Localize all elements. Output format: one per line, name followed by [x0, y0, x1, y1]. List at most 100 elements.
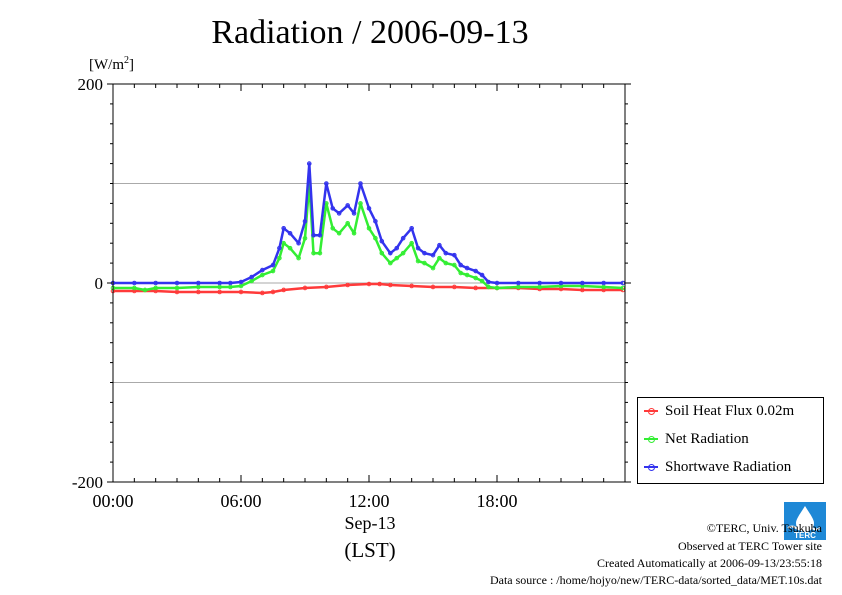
legend-item-shortwave-radiation: Shortwave Radiation [644, 457, 791, 477]
data-point [277, 255, 282, 261]
data-point [153, 280, 158, 286]
footer-created: Created Automatically at 2006-09-13/23:5… [597, 556, 822, 570]
data-point [153, 285, 158, 291]
data-point [302, 235, 308, 241]
data-point [415, 245, 421, 251]
data-point [132, 280, 137, 286]
data-point [516, 280, 521, 286]
data-point [260, 267, 265, 273]
legend-swatch-soil-heat-flux [644, 408, 658, 415]
data-point [494, 285, 500, 291]
legend-item-net-radiation: Net Radiation [644, 429, 749, 449]
data-point [473, 268, 478, 274]
data-point [443, 260, 449, 266]
data-point [366, 206, 372, 211]
data-point [302, 285, 308, 291]
data-point [558, 280, 564, 286]
x-tick-label: 12:00 [348, 491, 389, 511]
legend-label-shortwave-radiation: Shortwave Radiation [665, 458, 792, 475]
data-point [345, 203, 350, 208]
data-point [217, 289, 222, 295]
data-point [345, 221, 350, 226]
data-point [430, 284, 436, 290]
legend-swatch-net-radiation [644, 436, 658, 443]
data-point [400, 250, 406, 256]
data-point [458, 270, 464, 276]
data-point [302, 219, 308, 224]
data-point [479, 278, 485, 284]
data-point [394, 245, 400, 251]
data-point [324, 181, 329, 186]
data-point [330, 225, 336, 231]
data-point [281, 240, 286, 246]
data-point [281, 287, 286, 293]
x-tick-label: 18:00 [476, 491, 517, 511]
data-point [281, 225, 286, 231]
data-point [388, 250, 393, 256]
unit-superscript: 2 [124, 55, 129, 66]
data-point [306, 161, 312, 166]
data-point [464, 272, 470, 278]
data-point [422, 260, 427, 266]
data-point [317, 250, 323, 256]
data-point [388, 282, 393, 288]
data-point [379, 250, 385, 256]
data-point [464, 265, 470, 271]
data-point [366, 281, 372, 287]
logo-text: TERC [794, 531, 816, 540]
data-point [228, 280, 233, 286]
data-point [479, 272, 485, 278]
legend-item-soil-heat-flux: Soil Heat Flux 0.02m [644, 401, 794, 421]
data-point [377, 281, 382, 287]
data-point [277, 245, 282, 251]
data-point [430, 265, 436, 271]
data-point [196, 280, 201, 286]
data-point [473, 275, 478, 281]
series-line-soil-heat-flux-0-02m [113, 282, 623, 295]
data-point [330, 206, 336, 211]
data-point [437, 242, 442, 248]
data-point [415, 258, 421, 264]
data-point [473, 285, 478, 291]
data-point [317, 232, 323, 238]
data-point [580, 280, 585, 286]
data-point [430, 252, 436, 258]
y-axis-unit-label: [W/m2] [89, 55, 134, 74]
data-point [196, 289, 201, 295]
data-point [336, 211, 342, 216]
data-point [452, 284, 457, 290]
data-point [311, 250, 316, 256]
data-point [351, 230, 357, 236]
data-point [270, 289, 276, 295]
data-point [458, 262, 464, 268]
data-point [296, 255, 301, 261]
data-point [270, 262, 276, 268]
data-point [409, 283, 414, 289]
data-point [351, 211, 357, 216]
data-point [174, 285, 180, 291]
data-point [394, 255, 400, 261]
data-point [373, 235, 378, 241]
data-point [388, 260, 393, 266]
data-point [409, 225, 414, 231]
footer-source: Data source : /home/hojyo/new/TERC-data/… [489, 573, 822, 587]
data-point [437, 255, 442, 261]
series-line-net-radiation [113, 182, 623, 292]
data-point [443, 250, 449, 256]
data-point [358, 201, 363, 206]
data-point [409, 240, 414, 246]
legend-swatch-shortwave-radiation [644, 464, 658, 471]
data-point [270, 268, 276, 274]
data-point [260, 290, 265, 296]
data-point [358, 181, 363, 186]
data-point [132, 285, 137, 291]
data-point [336, 230, 342, 236]
data-point [311, 232, 316, 238]
x-axis-unit-label: (LST) [344, 538, 396, 562]
data-point [452, 262, 457, 268]
data-point [260, 272, 265, 278]
footer-observed: Observed at TERC Tower site [677, 539, 822, 553]
y-tick-label: 0 [95, 274, 104, 293]
unit-base: [W/m [89, 57, 124, 73]
